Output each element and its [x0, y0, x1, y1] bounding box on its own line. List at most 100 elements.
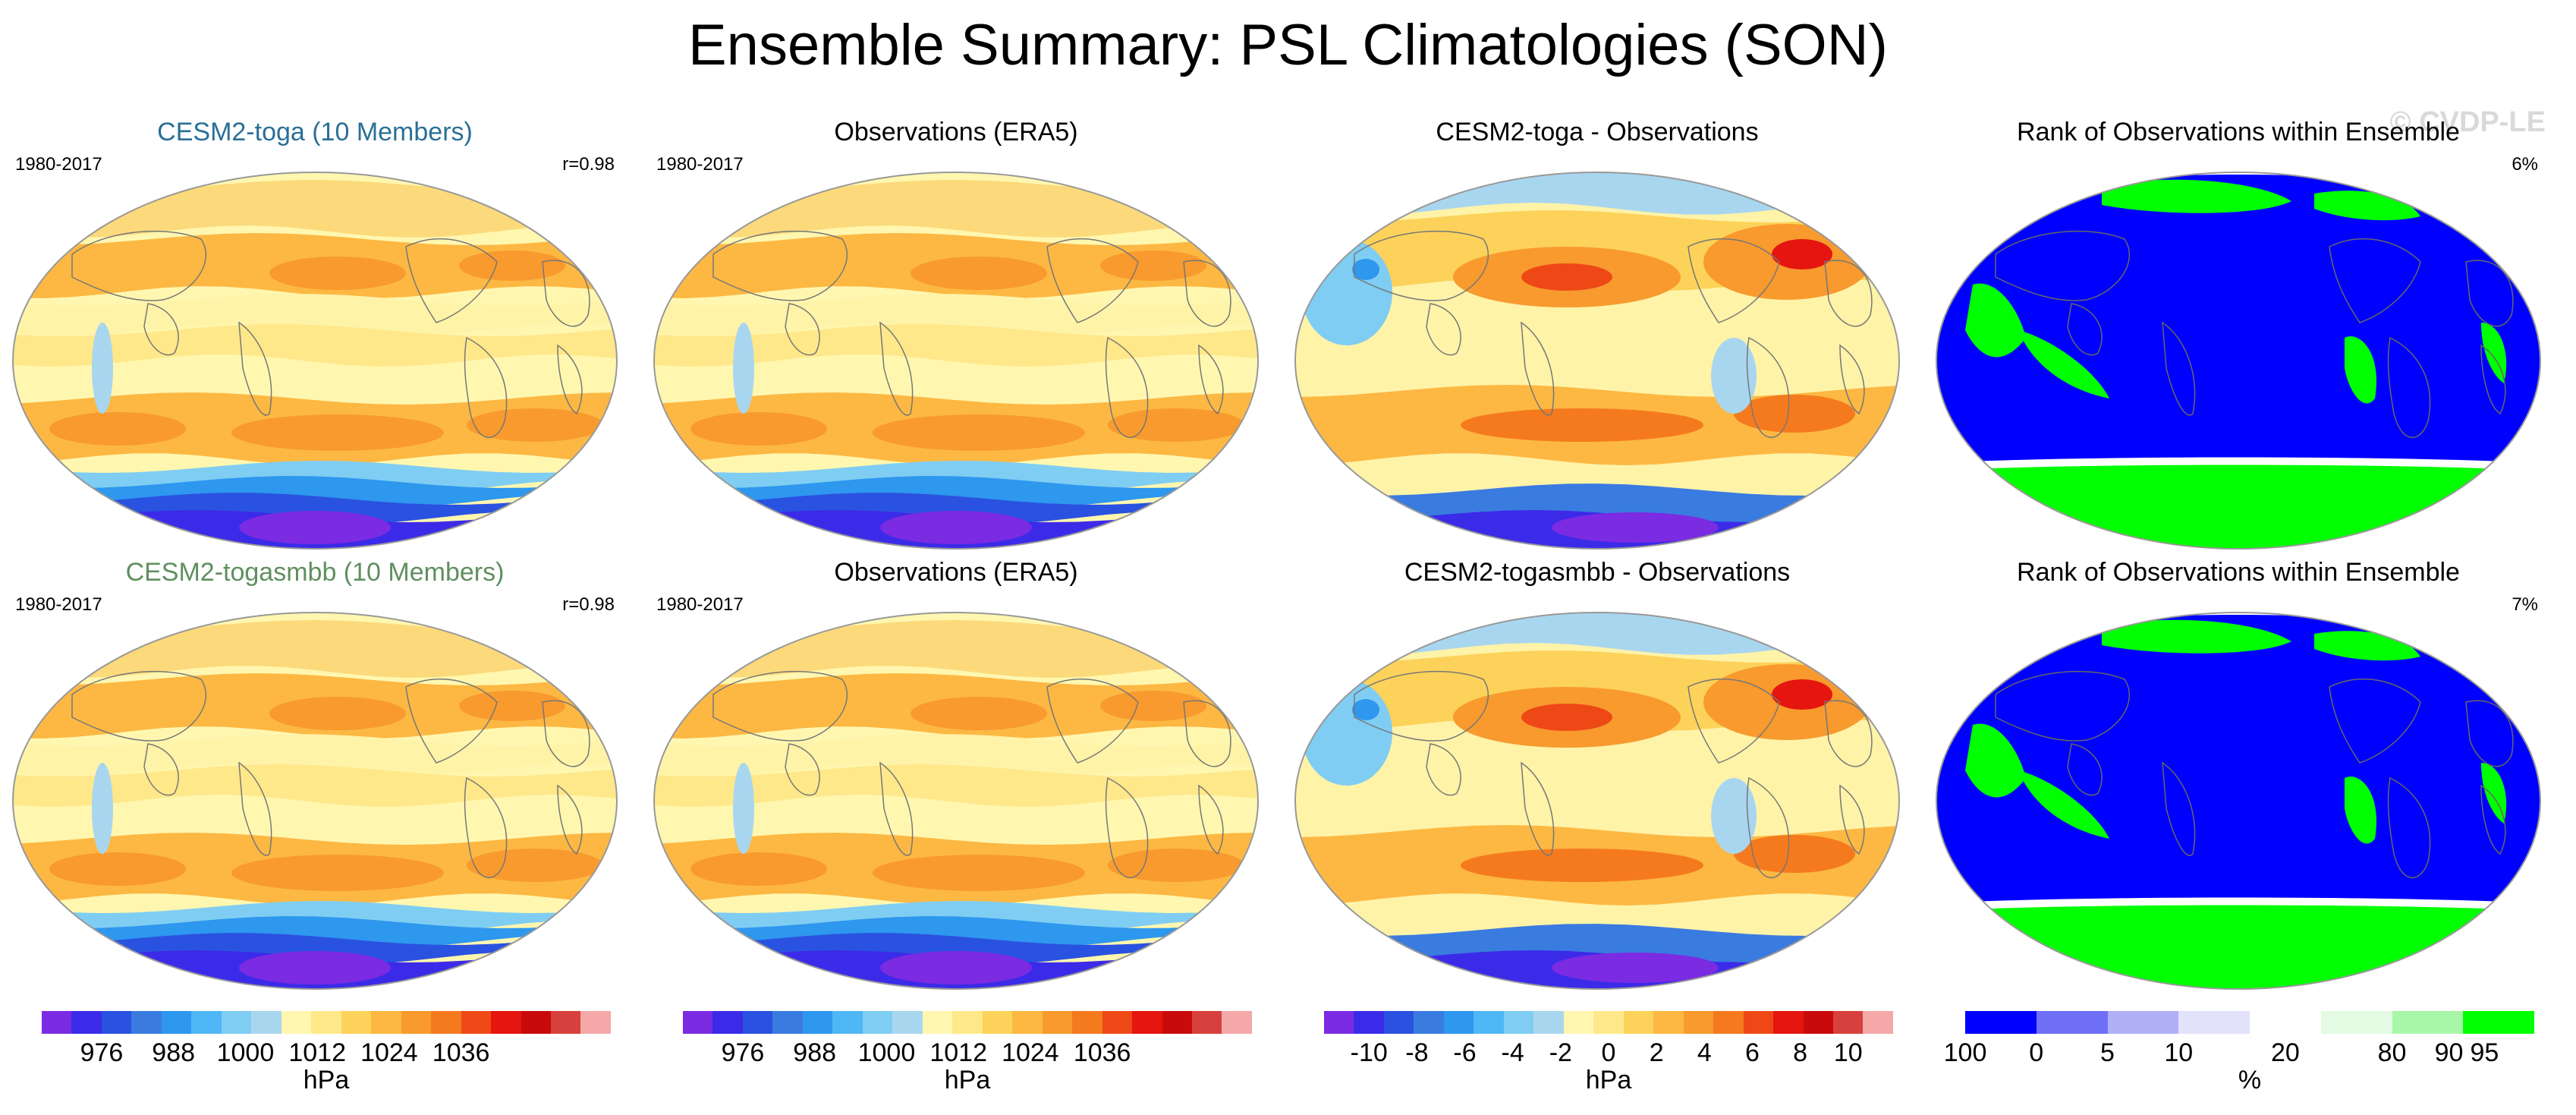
colorbar-swatch: [1474, 1011, 1504, 1034]
antarctic-low: [880, 951, 1032, 984]
south-america-diff: [1711, 778, 1757, 854]
south-pacific-high: [231, 855, 444, 891]
colorbar-swatch: [1383, 1011, 1414, 1034]
colorbar-swatch: [1162, 1011, 1192, 1034]
andes-feature: [92, 763, 113, 854]
map-plot: [1936, 612, 2541, 990]
map-panel-1: CESM2-toga (10 Members) 1980-2017 r=0.98: [0, 118, 630, 558]
south-indian-high: [467, 849, 603, 882]
colorbar-swatch: [832, 1011, 863, 1034]
south-atlantic-high: [690, 412, 827, 446]
land-outline: [2480, 784, 2506, 855]
south-indian-diff: [1734, 835, 1855, 873]
land-outline: [1521, 321, 1555, 416]
colorbar-swatch: [2036, 1011, 2108, 1034]
land-outline: [712, 670, 848, 742]
map-plot: [1936, 172, 2541, 550]
north-pacific-high: [269, 697, 406, 730]
land-outline: [238, 761, 272, 856]
colorbar-tick-label: 976: [721, 1038, 765, 1067]
north-atlantic-high: [1100, 691, 1206, 721]
map-panel-6: Observations (ERA5) 1980-2017: [641, 558, 1271, 998]
map-border: [1936, 172, 2541, 550]
colorbar-swatch: [461, 1011, 492, 1034]
south-pacific-high: [873, 855, 1085, 891]
colorbar-swatches: [1324, 1011, 1893, 1034]
land-outline: [2329, 678, 2421, 764]
map-panel-7: CESM2-togasmbb - Observations: [1282, 558, 1912, 998]
south-indian-high: [467, 408, 603, 442]
panel-title: Observations (ERA5): [834, 118, 1078, 146]
tibet-diff: [1352, 259, 1379, 280]
colorbar-swatch: [161, 1011, 192, 1034]
south-atlantic-high: [49, 852, 186, 886]
colorbar-tick-label: 2: [1649, 1038, 1664, 1067]
land-outline: [1521, 761, 1555, 856]
land-outline: [1354, 670, 1489, 742]
panel-period: 1980-2017: [656, 154, 744, 175]
land-outline: [1824, 260, 1873, 327]
colorbar-swatch: [802, 1011, 833, 1034]
panel-title: Rank of Observations within Ensemble: [2017, 118, 2460, 146]
land-outline: [1687, 678, 1780, 764]
psl-band-low-3: [654, 493, 1258, 524]
land-outline: [2067, 303, 2103, 356]
colorbar-tick-label: 1024: [1002, 1038, 1059, 1067]
colorbar-tick-label: 976: [80, 1038, 124, 1067]
land-outline: [879, 321, 914, 416]
south-indian-high: [1108, 849, 1244, 882]
psl-band-low-2: [13, 476, 617, 507]
colorbar-swatch: [892, 1011, 923, 1034]
map-plot: [1294, 172, 1900, 550]
south-ocean-diff: [1461, 408, 1703, 442]
colorbar-tick-label: 1012: [929, 1038, 987, 1067]
land-outline: [143, 303, 179, 356]
south-indian-diff: [1734, 395, 1855, 433]
colorbar-swatch: [1102, 1011, 1133, 1034]
arctic-rank-region: [2102, 179, 2291, 213]
colorbar-tick-label: 20: [2270, 1038, 2300, 1067]
south-atlantic-high: [49, 412, 186, 446]
land-outline: [1839, 784, 1865, 855]
land-outline: [2067, 743, 2103, 796]
colorbar-swatch: [1042, 1011, 1073, 1034]
colorbar-swatch: [1803, 1011, 1833, 1034]
colorbar-swatch: [1414, 1011, 1444, 1034]
colorbar-swatch: [952, 1011, 983, 1034]
map-border: [653, 172, 1259, 550]
panel-title: Rank of Observations within Ensemble: [2017, 558, 2460, 587]
psl-band-tropics: [13, 294, 617, 336]
south-pacific-high: [231, 414, 444, 451]
land-outline: [1183, 700, 1231, 767]
land-outline: [238, 321, 272, 416]
land-outline: [1105, 776, 1149, 878]
colorbar-swatch: [550, 1011, 581, 1034]
colorbar-swatch: [371, 1011, 401, 1034]
land-outline: [1746, 336, 1790, 438]
panel-period: 1980-2017: [15, 154, 102, 175]
land-outline: [1198, 344, 1224, 415]
colorbar-tick-label: -10: [1350, 1038, 1388, 1067]
south-ocean-diff: [1461, 849, 1703, 882]
psl-band-tropics-2: [654, 324, 1258, 367]
colorbar-tick-label: 1036: [432, 1038, 490, 1067]
psl-band-tropics: [13, 734, 617, 776]
colorbar-swatch: [71, 1011, 102, 1034]
land-outline: [2387, 776, 2431, 878]
colorbar-swatch: [1713, 1011, 1744, 1034]
land-outline: [464, 336, 508, 438]
colorbar-swatch: [1191, 1011, 1222, 1034]
colorbar-unit: hPa: [1585, 1066, 1632, 1095]
land-outline: [1426, 743, 1461, 796]
land-outline: [879, 761, 914, 856]
land-outline: [1824, 700, 1873, 767]
map-panel-8: Rank of Observations within Ensemble 7%: [1923, 558, 2553, 998]
land-outline: [1183, 260, 1231, 327]
colorbar-swatch: [491, 1011, 521, 1034]
north-atlantic-high: [1100, 250, 1206, 281]
panel-title: Observations (ERA5): [834, 558, 1078, 587]
psl-band-tropics: [654, 734, 1258, 776]
colorbar-tick-label: 6: [1745, 1038, 1760, 1067]
map-border: [653, 612, 1259, 990]
south-atlantic-high: [690, 852, 827, 886]
